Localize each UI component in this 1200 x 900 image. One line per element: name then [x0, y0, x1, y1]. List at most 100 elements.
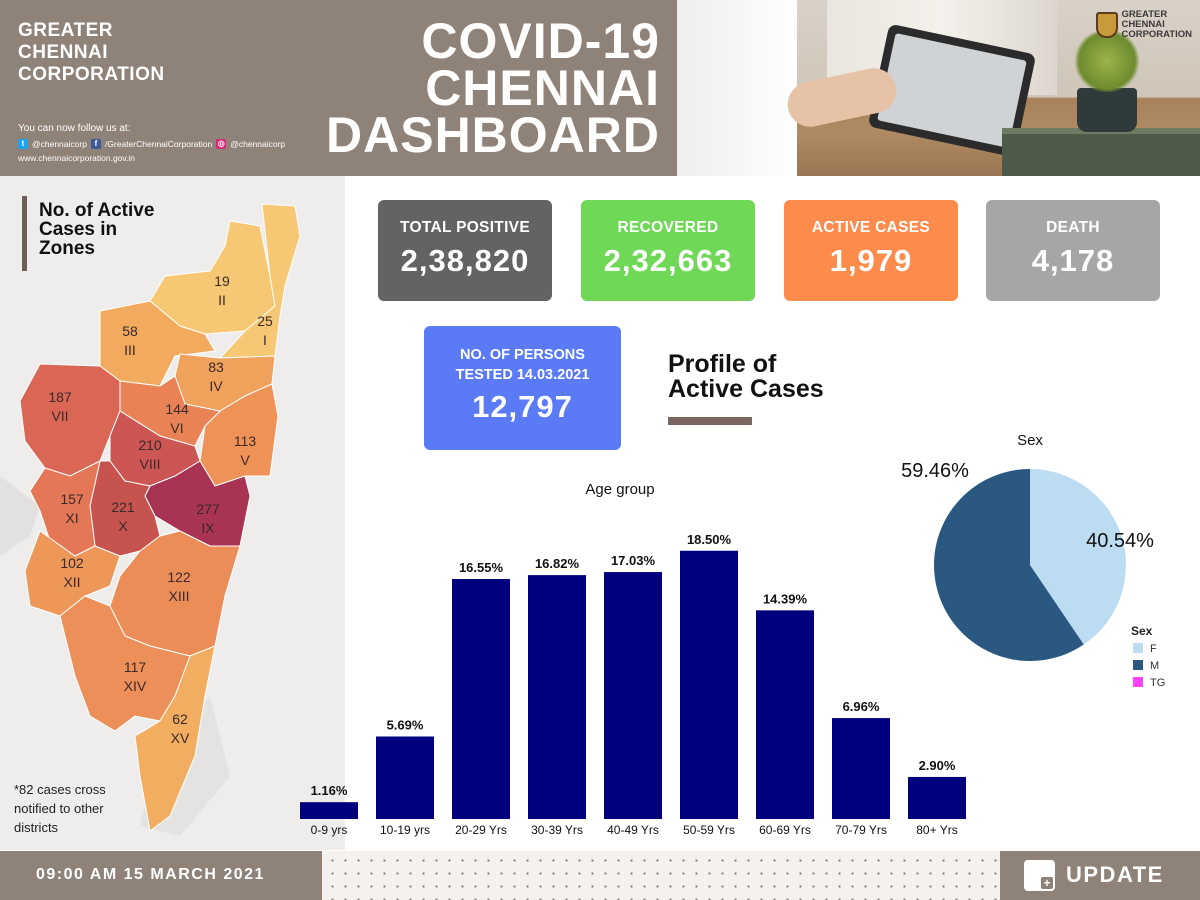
- persons-tested-value: 12,797: [472, 389, 573, 424]
- footer-timestamp: 09:00 AM 15 MARCH 2021: [36, 866, 265, 883]
- persons-tested-card: NO. OF PERSONS TESTED 14.03.2021 12,797: [424, 326, 621, 450]
- zone-roman-label: I: [263, 332, 267, 348]
- pie-slice-M[interactable]: [934, 469, 1084, 661]
- zone-XII[interactable]: [24, 530, 121, 617]
- follow-text: You can now follow us at:: [18, 123, 131, 134]
- age-bar[interactable]: [528, 575, 586, 819]
- legend-swatch: [1133, 660, 1143, 670]
- death-card: DEATH 4,178: [986, 200, 1160, 301]
- update-button[interactable]: + UPDATE: [1000, 851, 1200, 900]
- social-links: t @chennaicorp f /GreaterChennaiCorporat…: [18, 139, 285, 149]
- zone-cases-label: 277: [196, 501, 220, 517]
- sex-chart-title: Sex: [1017, 432, 1043, 449]
- age-bar[interactable]: [452, 579, 510, 819]
- active-cases-card: ACTIVE CASES 1,979: [784, 200, 958, 301]
- corporation-logo: GREATER CHENNAI CORPORATION: [1096, 10, 1192, 40]
- age-category-label: 30-39 Yrs: [531, 823, 583, 837]
- pie-data-label: 59.46%: [901, 460, 969, 482]
- footer-timestamp-bar: 09:00 AM 15 MARCH 2021: [0, 851, 322, 900]
- header-banner: GREATER CHENNAI CORPORATION You can now …: [0, 0, 1200, 176]
- death-label: DEATH: [1046, 219, 1100, 236]
- zone-roman-label: V: [240, 452, 250, 468]
- zone-cases-label: 122: [167, 569, 191, 585]
- age-bar-data-label: 18.50%: [687, 532, 732, 547]
- zone-cases-label: 113: [234, 433, 257, 449]
- age-bar-data-label: 16.82%: [535, 556, 580, 571]
- instagram-handle[interactable]: @chennaicorp: [230, 139, 286, 149]
- zone-cases-label: 210: [138, 437, 162, 453]
- zone-XV[interactable]: [134, 645, 216, 832]
- legend-swatch: [1133, 643, 1143, 653]
- sex-legend-title: Sex: [1131, 624, 1153, 638]
- plus-icon: +: [1041, 877, 1053, 889]
- zone-cases-label: 117: [124, 659, 147, 675]
- twitter-icon[interactable]: t: [18, 139, 28, 149]
- photo-plant: [1072, 30, 1142, 92]
- age-bar[interactable]: [300, 802, 358, 819]
- profile-title: Profile of Active Cases: [668, 350, 824, 403]
- pie-slice-F[interactable]: [1030, 469, 1126, 645]
- age-bars: 1.16% 0-9 yrs 5.69% 10-19 yrs 16.55% 20-29 Yr…: [300, 532, 966, 837]
- age-bar-data-label: 2.90%: [919, 758, 956, 773]
- age-bar[interactable]: [756, 610, 814, 819]
- age-bar-data-label: 14.39%: [763, 591, 808, 606]
- profile-title-underline: [668, 417, 752, 425]
- sex-legend: FM TG: [1133, 643, 1165, 689]
- age-bar[interactable]: [832, 718, 890, 819]
- update-plus-icon: +: [1024, 860, 1055, 891]
- photo-books: [1002, 128, 1200, 176]
- sex-pie: 40.54% 59.46%: [901, 460, 1154, 661]
- legend-swatch: [1133, 677, 1143, 687]
- age-bar-data-label: 5.69%: [387, 717, 424, 732]
- age-bar[interactable]: [604, 572, 662, 819]
- zone-roman-label: X: [118, 518, 128, 534]
- dashboard-title: COVID-19 CHENNAI DASHBOARD: [326, 13, 660, 163]
- zone-cases-label: 221: [111, 499, 135, 515]
- age-bar-data-label: 6.96%: [843, 699, 880, 714]
- active-cases-label: ACTIVE CASES: [811, 219, 931, 236]
- death-value: 4,178: [1031, 243, 1115, 278]
- age-category-label: 80+ Yrs: [916, 823, 957, 837]
- zone-cases-label: 25: [257, 313, 273, 329]
- zone-roman-label: XII: [63, 574, 80, 590]
- recovered-value: 2,32,663: [603, 243, 733, 278]
- facebook-handle[interactable]: /GreaterChennaiCorporation: [104, 139, 213, 149]
- twitter-handle[interactable]: @chennaicorp: [32, 139, 87, 149]
- zone-roman-label: XIII: [168, 588, 189, 604]
- total-positive-label: TOTAL POSITIVE: [400, 219, 530, 236]
- zone-cases-label: 62: [172, 711, 188, 727]
- total-positive-card: TOTAL POSITIVE 2,38,820: [378, 200, 552, 301]
- map-footnote: *82 cases cross notified to other distri…: [14, 782, 106, 835]
- website-link[interactable]: www.chennaicorporation.gov.in: [18, 153, 136, 163]
- zone-roman-label: III: [124, 342, 136, 358]
- sex-pie-chart: Sex 40.54% 59.46% Sex FM TG: [901, 432, 1165, 689]
- photo-doctor-sleeve: [677, 0, 797, 176]
- age-bar[interactable]: [680, 550, 738, 819]
- instagram-icon[interactable]: ◎: [216, 139, 227, 149]
- age-bar[interactable]: [376, 736, 434, 819]
- age-bar[interactable]: [908, 776, 966, 819]
- pie-data-label: 40.54%: [1086, 530, 1154, 552]
- facebook-icon[interactable]: f: [90, 139, 101, 149]
- age-category-label: 10-19 yrs: [380, 823, 430, 837]
- age-category-label: 40-49 Yrs: [607, 823, 659, 837]
- zone-roman-label: XIV: [124, 678, 147, 694]
- legend-label: F: [1150, 643, 1157, 655]
- legend-label: M: [1150, 660, 1159, 672]
- zone-roman-label: II: [218, 292, 226, 308]
- zone-cases-label: 157: [60, 491, 84, 507]
- zone-cases-label: 19: [214, 273, 230, 289]
- footer-dot-pattern: [322, 851, 1000, 900]
- org-name: GREATER CHENNAI CORPORATION: [18, 20, 165, 85]
- map-title: No. of Active Cases in Zones: [39, 200, 155, 259]
- zone-cases-label: 187: [48, 389, 72, 405]
- photo-plant-pot: [1077, 88, 1137, 132]
- zone-map-panel: 19 II 25 I 58 III 83 IV 113 V 144 VI 187 VII 210 VIII 27…: [0, 176, 345, 850]
- zone-roman-label: IV: [209, 378, 223, 394]
- zone-cases-label: 58: [122, 323, 138, 339]
- age-category-label: 20-29 Yrs: [455, 823, 507, 837]
- recovered-label: RECOVERED: [617, 219, 719, 236]
- age-category-label: 70-79 Yrs: [835, 823, 887, 837]
- age-category-label: 0-9 yrs: [311, 823, 348, 837]
- zone-roman-label: VII: [51, 408, 68, 424]
